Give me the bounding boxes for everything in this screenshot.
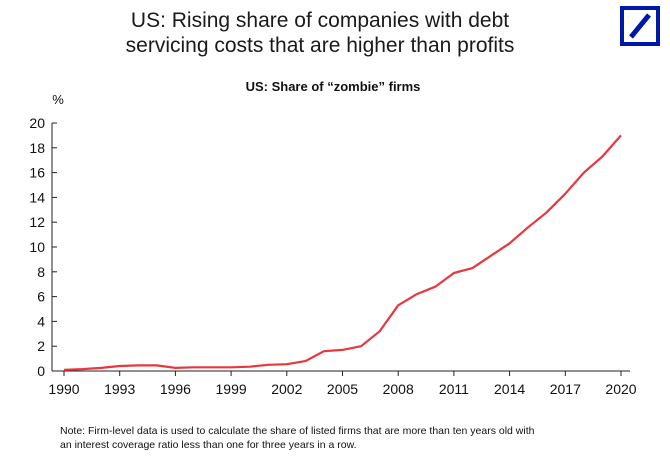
x-tick-label: 2011 bbox=[439, 381, 469, 397]
x-tick-label: 1993 bbox=[104, 381, 135, 397]
title-line-1: US: Rising share of companies with debt bbox=[130, 9, 510, 32]
x-tick-label: 2017 bbox=[550, 381, 581, 397]
y-tick-label: 14 bbox=[29, 189, 45, 205]
footnote-line-1: Note: Firm-level data is used to calcula… bbox=[60, 425, 535, 437]
x-tick-label: 2020 bbox=[605, 381, 636, 397]
footnote-line-2: an interest coverage ratio less than one… bbox=[60, 439, 357, 451]
y-tick-label: 6 bbox=[37, 289, 45, 305]
x-tick-label: 2002 bbox=[271, 381, 302, 397]
y-tick-label: 2 bbox=[37, 338, 45, 354]
x-tick-label: 1996 bbox=[160, 381, 191, 397]
title-line-2: servicing costs that are higher than pro… bbox=[125, 34, 515, 57]
y-tick-label: 0 bbox=[37, 363, 45, 379]
x-axis-ticks: 1990 1993 1996 1999 2002 2005 2008 2011 2014 2017… bbox=[48, 371, 637, 397]
y-tick-label: 4 bbox=[37, 313, 45, 329]
series-group bbox=[63, 134, 622, 371]
y-tick-label: 20 bbox=[29, 115, 45, 131]
y-tick-label: 10 bbox=[29, 239, 45, 255]
y-tick-label: 16 bbox=[29, 165, 45, 181]
y-axis-ticks: 0 2 4 6 8 10 12 14 16 18 20 bbox=[29, 115, 57, 379]
x-tick-label: 2014 bbox=[494, 381, 525, 397]
footnote: Note: Firm-level data is used to calcula… bbox=[60, 424, 660, 452]
x-tick-label: 1999 bbox=[216, 381, 247, 397]
series-line-zombie-share bbox=[63, 134, 622, 371]
chart-main-title: US: Rising share of companies with debt … bbox=[0, 8, 640, 58]
x-tick-label: 2005 bbox=[327, 381, 358, 397]
y-axis-unit-label: % bbox=[52, 92, 64, 107]
y-tick-label: 8 bbox=[37, 264, 45, 280]
x-tick-label: 2008 bbox=[383, 381, 414, 397]
deutsche-bank-logo-icon bbox=[620, 6, 660, 46]
logo-slash-icon bbox=[629, 13, 651, 39]
x-tick-label: 1990 bbox=[48, 381, 79, 397]
y-tick-label: 12 bbox=[29, 214, 45, 230]
y-tick-label: 18 bbox=[29, 140, 45, 156]
chart-title: US: Share of “zombie” firms bbox=[246, 79, 421, 94]
